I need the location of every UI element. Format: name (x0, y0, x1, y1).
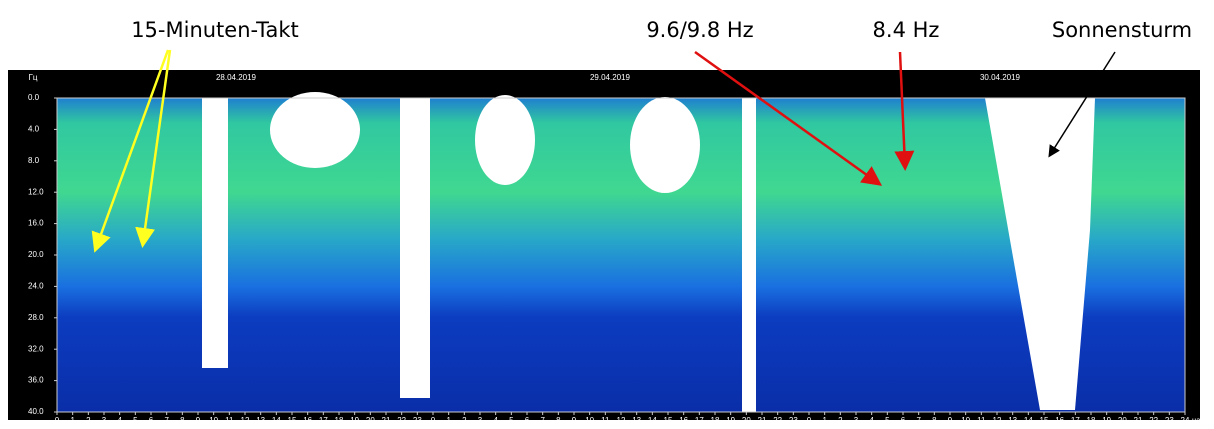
x-tick-label: 12 (241, 416, 250, 425)
x-tick-label: 9 (572, 416, 577, 425)
x-tick-label: 21 (382, 416, 391, 425)
x-tick-label: 13 (632, 416, 641, 425)
x-tick-label: 14 (648, 416, 657, 425)
x-tick-label: 19 (726, 416, 735, 425)
y-axis-label: Гц (29, 73, 38, 82)
date-label: 30.04.2019 (980, 73, 1021, 82)
x-tick-label: 1 (822, 416, 827, 425)
x-tick-label: 8 (180, 416, 185, 425)
y-tick-label: 40.0 (28, 407, 44, 416)
annotation: 9.6/9.8 Hz (646, 18, 753, 42)
x-tick-label: 9 (948, 416, 953, 425)
x-tick-label: 0 (807, 416, 812, 425)
x-tick-label: 8 (556, 416, 561, 425)
x-tick-label: 2 (86, 416, 91, 425)
y-tick-label: 32.0 (28, 344, 44, 353)
x-tick-label: 15 (664, 416, 673, 425)
x-tick-label: 4 (493, 416, 498, 425)
x-tick-label: 6 (525, 416, 530, 425)
x-tick-label: 7 (540, 416, 545, 425)
y-tick-label: 28.0 (28, 313, 44, 322)
x-tick-label: 5 (509, 416, 514, 425)
x-tick-label: 17 (1071, 416, 1080, 425)
x-tick-label: 22 (1149, 416, 1158, 425)
date-label: 28.04.2019 (216, 73, 257, 82)
y-tick-label: 20.0 (28, 250, 44, 259)
x-tick-label: 8 (932, 416, 937, 425)
x-tick-label: 24 (1181, 416, 1190, 425)
y-tick-label: 12.0 (28, 187, 44, 196)
x-tick-label: 17 (695, 416, 704, 425)
x-tick-label: 21 (758, 416, 767, 425)
x-tick-label: 11 (977, 416, 986, 425)
x-tick-label: 15 (288, 416, 297, 425)
x-tick-label: 20 (366, 416, 375, 425)
x-tick-label: 18 (335, 416, 344, 425)
x-tick-label: 4 (117, 416, 122, 425)
x-tick-label: 23 (789, 416, 798, 425)
x-tick-label: 20 (1118, 416, 1127, 425)
y-tick-label: 36.0 (28, 376, 44, 385)
x-tick-label: 18 (1087, 416, 1096, 425)
y-tick-label: 8.0 (28, 156, 40, 165)
x-tick-label: 20 (742, 416, 751, 425)
x-tick-label: 1 (70, 416, 75, 425)
x-tick-label: 7 (164, 416, 169, 425)
x-tick-label: 12 (993, 416, 1002, 425)
x-tick-label: 2 (462, 416, 467, 425)
x-tick-label: 5 (133, 416, 138, 425)
x-tick-label: 18 (711, 416, 720, 425)
x-tick-label: 10 (209, 416, 218, 425)
x-tick-label: 7 (916, 416, 921, 425)
annotation: 15-Minuten-Takt (131, 18, 299, 42)
annotation: Sonnensturm (1052, 18, 1192, 42)
x-tick-label: 14 (272, 416, 281, 425)
x-tick-label: 15 (1040, 416, 1049, 425)
x-tick-label: 21 (1134, 416, 1143, 425)
x-tick-label: 6 (901, 416, 906, 425)
x-tick-label: 0 (55, 416, 60, 425)
x-tick-label: 4 (869, 416, 874, 425)
chart: 15-Minuten-Takt 9.6/9.8 Hz 8.4 Hz Sonnen… (0, 0, 1214, 429)
x-tick-label: 0 (431, 416, 436, 425)
annotation: 8.4 Hz (873, 18, 940, 42)
y-tick-label: 16.0 (28, 219, 44, 228)
date-label: 29.04.2019 (590, 73, 631, 82)
x-tick-label: 13 (256, 416, 265, 425)
y-tick-label: 0.0 (28, 93, 40, 102)
x-tick-label: 23 (1165, 416, 1174, 425)
page: 15-Minuten-Takt 9.6/9.8 Hz 8.4 Hz Sonnen… (0, 0, 1214, 429)
x-tick-label: 9 (196, 416, 201, 425)
x-tick-label: 16 (1055, 416, 1064, 425)
x-tick-label: 23 (413, 416, 422, 425)
x-tick-label: 22 (773, 416, 782, 425)
x-tick-label: 6 (149, 416, 154, 425)
x-tick-label: 3 (854, 416, 859, 425)
x-tick-label: 22 (397, 416, 406, 425)
x-tick-label: 17 (319, 416, 328, 425)
x-tick-label: 19 (1102, 416, 1111, 425)
x-tick-label: 13 (1008, 416, 1017, 425)
x-tick-label: 16 (679, 416, 688, 425)
x-tick-label: 1 (446, 416, 451, 425)
y-tick-label: 24.0 (28, 282, 44, 291)
x-tick-label: 11 (601, 416, 610, 425)
x-tick-label: 19 (350, 416, 359, 425)
x-tick-label: 11 (225, 416, 234, 425)
x-tick-label: 3 (478, 416, 483, 425)
x-tick-label: 5 (885, 416, 890, 425)
x-tick-label: 14 (1024, 416, 1033, 425)
x-tick-label: 12 (617, 416, 626, 425)
x-tick-label: 3 (102, 416, 107, 425)
x-tick-label: 10 (585, 416, 594, 425)
x-axis-label: час (1192, 416, 1205, 425)
y-tick-label: 4.0 (28, 125, 40, 134)
x-tick-label: 2 (838, 416, 843, 425)
x-tick-label: 10 (961, 416, 970, 425)
x-tick-label: 16 (303, 416, 312, 425)
